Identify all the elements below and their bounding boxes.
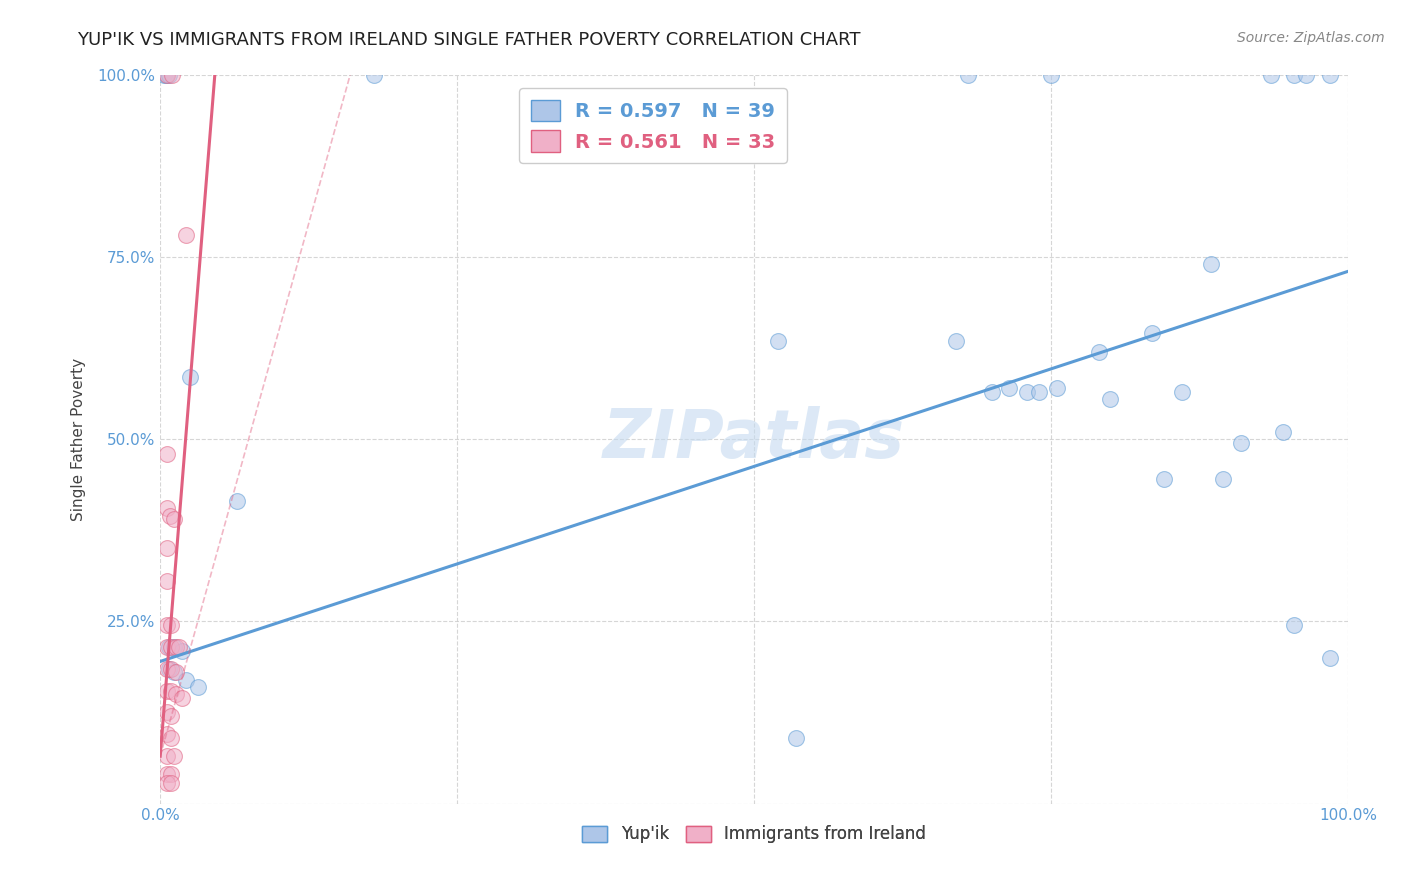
Point bbox=[156, 727, 179, 741]
Point bbox=[160, 640, 183, 654]
Point bbox=[157, 68, 180, 82]
Legend: Yup'ik, Immigrants from Ireland: Yup'ik, Immigrants from Ireland bbox=[575, 819, 932, 850]
Point bbox=[156, 749, 179, 764]
Point bbox=[176, 227, 198, 242]
Point bbox=[1028, 384, 1050, 399]
Point bbox=[156, 683, 179, 698]
Point bbox=[163, 640, 186, 654]
Point bbox=[1271, 425, 1294, 439]
Point bbox=[160, 618, 183, 632]
Point bbox=[156, 501, 179, 516]
Point bbox=[156, 767, 179, 781]
Point bbox=[785, 731, 807, 745]
Point bbox=[156, 447, 179, 461]
Point bbox=[170, 643, 193, 657]
Y-axis label: Single Father Poverty: Single Father Poverty bbox=[72, 358, 86, 521]
Point bbox=[1153, 472, 1175, 486]
Point bbox=[160, 776, 183, 790]
Point bbox=[156, 618, 179, 632]
Point bbox=[1212, 472, 1234, 486]
Text: YUP'IK VS IMMIGRANTS FROM IRELAND SINGLE FATHER POVERTY CORRELATION CHART: YUP'IK VS IMMIGRANTS FROM IRELAND SINGLE… bbox=[77, 31, 860, 49]
Point bbox=[156, 662, 179, 676]
Point bbox=[156, 68, 179, 82]
Point bbox=[160, 709, 183, 723]
Point bbox=[1140, 326, 1163, 341]
Point bbox=[167, 640, 190, 654]
Point bbox=[157, 662, 180, 676]
Point bbox=[156, 541, 179, 556]
Point bbox=[156, 640, 179, 654]
Point bbox=[187, 680, 209, 694]
Point bbox=[163, 512, 186, 526]
Point bbox=[165, 665, 187, 680]
Point bbox=[179, 370, 201, 384]
Point bbox=[176, 673, 198, 687]
Point bbox=[945, 334, 967, 348]
Point bbox=[160, 731, 183, 745]
Point bbox=[1260, 68, 1282, 82]
Point bbox=[956, 68, 979, 82]
Point bbox=[165, 687, 187, 701]
Point bbox=[766, 334, 789, 348]
Point bbox=[160, 767, 183, 781]
Point bbox=[156, 574, 179, 589]
Point bbox=[1295, 68, 1317, 82]
Point bbox=[1201, 257, 1223, 271]
Point bbox=[163, 665, 186, 680]
Point bbox=[998, 381, 1021, 395]
Point bbox=[152, 68, 174, 82]
Point bbox=[980, 384, 1002, 399]
Point bbox=[1017, 384, 1039, 399]
Point bbox=[1040, 68, 1063, 82]
Text: ZIPatlas: ZIPatlas bbox=[603, 406, 905, 472]
Point bbox=[1046, 381, 1069, 395]
Point bbox=[363, 68, 385, 82]
Point bbox=[1284, 618, 1306, 632]
Point bbox=[160, 68, 183, 82]
Point bbox=[1170, 384, 1192, 399]
Point bbox=[160, 683, 183, 698]
Point bbox=[160, 662, 183, 676]
Point bbox=[159, 508, 181, 523]
Point bbox=[1087, 344, 1109, 359]
Point bbox=[1230, 435, 1253, 450]
Point bbox=[1319, 68, 1341, 82]
Point bbox=[156, 706, 179, 720]
Point bbox=[155, 68, 177, 82]
Point bbox=[1099, 392, 1122, 406]
Point bbox=[165, 640, 187, 654]
Point bbox=[1284, 68, 1306, 82]
Point bbox=[163, 749, 186, 764]
Point bbox=[157, 640, 180, 654]
Point bbox=[226, 494, 249, 508]
Point bbox=[156, 776, 179, 790]
Text: Source: ZipAtlas.com: Source: ZipAtlas.com bbox=[1237, 31, 1385, 45]
Point bbox=[170, 690, 193, 705]
Point bbox=[1319, 650, 1341, 665]
